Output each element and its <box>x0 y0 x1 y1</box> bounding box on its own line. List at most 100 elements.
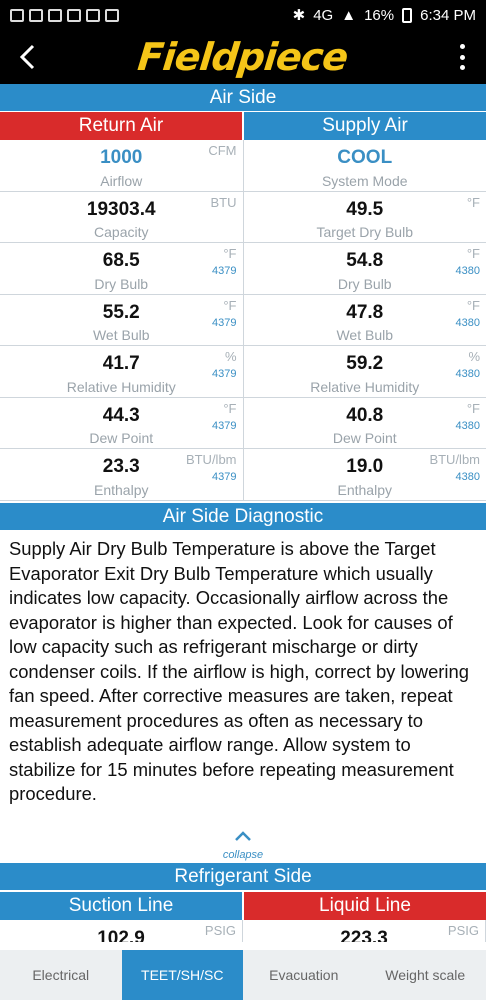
refrigerant-row: 102.9 PSIG 223.3 PSIG <box>0 920 486 942</box>
tab-teet-sh-sc[interactable]: TEET/SH/SC <box>121 950 243 1000</box>
table-row: 55.2 °F 4379 Wet Bulb 47.8 °F 4380 Wet B… <box>0 294 486 346</box>
target-dry-bulb-cell: 49.5 °F Target Dry Bulb <box>244 192 486 243</box>
table-row: 23.3 BTU/lbm 4379 Enthalpy 19.0 BTU/lbm … <box>0 449 486 501</box>
liquid-line-header: Liquid Line <box>244 892 486 920</box>
return-wet-bulb-probe: 4379 <box>212 316 237 329</box>
mail-icon <box>105 8 119 22</box>
tab-weight-scale[interactable]: Weight scale <box>385 967 466 983</box>
suction-pressure-unit: PSIG <box>204 923 236 938</box>
supply-dew-point-label: Dew Point <box>332 430 397 446</box>
return-wet-bulb-label: Wet Bulb <box>92 327 150 343</box>
supply-humidity-probe: 4380 <box>455 368 480 380</box>
target-dry-bulb-value: 49.5 <box>346 198 384 220</box>
diagnostic-text: Supply Air Dry Bulb Temperature is above… <box>9 538 469 804</box>
capacity-value: 19303.4 <box>86 198 156 220</box>
supply-wet-bulb-probe: 4380 <box>455 316 480 329</box>
collapse-button[interactable]: collapse <box>0 830 486 863</box>
notification-icon <box>29 8 43 22</box>
return-wet-bulb-value: 55.2 <box>102 301 140 323</box>
supply-dew-point-unit: °F <box>466 400 480 416</box>
return-enthalpy-value: 23.3 <box>102 456 140 477</box>
notification-icons <box>10 8 119 22</box>
supply-dry-bulb-cell: 54.8 °F 4380 Dry Bulb <box>244 243 486 294</box>
table-row: 68.5 °F 4379 Dry Bulb 54.8 °F 4380 Dry B… <box>0 243 486 295</box>
return-dry-bulb-unit: °F <box>223 246 237 261</box>
message-icon <box>10 8 24 22</box>
air-side-header: Air Side <box>0 84 486 111</box>
refrigerant-side-header: Refrigerant Side <box>0 863 486 890</box>
table-row: 1000 CFM Airflow COOL System Mode <box>0 140 486 192</box>
supply-enthalpy-cell: 19.0 BTU/lbm 4380 Enthalpy <box>244 449 486 500</box>
airflow-unit: CFM <box>208 143 237 158</box>
supply-dry-bulb-label: Dry Bulb <box>337 275 392 292</box>
airflow-cell[interactable]: 1000 CFM Airflow <box>0 140 244 191</box>
air-side-column-headers: Return Air Supply Air <box>0 112 486 140</box>
supply-dew-point-cell: 40.8 °F 4380 Dew Point <box>244 398 486 449</box>
return-humidity-unit: % <box>224 349 237 364</box>
return-enthalpy-unit: BTU/lbm <box>185 452 237 467</box>
capacity-label: Capacity <box>94 224 149 240</box>
network-label: 4G <box>313 6 334 24</box>
bluetooth-icon: ✱ <box>292 7 306 24</box>
liquid-pressure-unit: PSIG <box>447 923 479 938</box>
supply-wet-bulb-label: Wet Bulb <box>336 327 394 343</box>
return-humidity-probe: 4379 <box>212 368 237 380</box>
refrigerant-column-headers: Suction Line Liquid Line <box>0 892 486 920</box>
return-wet-bulb-cell: 55.2 °F 4379 Wet Bulb <box>0 294 244 345</box>
supply-enthalpy-unit: BTU/lbm <box>429 452 480 467</box>
supply-humidity-label: Relative Humidity <box>310 378 420 395</box>
supply-air-header: Supply Air <box>244 112 486 140</box>
capacity-unit: BTU <box>210 194 237 210</box>
liquid-pressure-cell: 223.3 PSIG <box>243 920 486 942</box>
battery-icon <box>402 7 413 23</box>
supply-humidity-cell: 59.2 % 4380 Relative Humidity <box>244 346 486 397</box>
app-icon <box>86 8 100 22</box>
return-humidity-cell: 41.7 % 4379 Relative Humidity <box>0 346 244 397</box>
system-mode-label: System Mode <box>321 172 408 189</box>
chevron-up-icon <box>0 830 486 845</box>
supply-wet-bulb-value: 47.8 <box>346 301 384 323</box>
table-row: 41.7 % 4379 Relative Humidity 59.2 % 438… <box>0 346 486 398</box>
supply-humidity-unit: % <box>468 349 480 364</box>
suction-pressure-value: 102.9 <box>97 928 145 942</box>
tab-electrical[interactable]: Electrical <box>32 967 90 983</box>
supply-wet-bulb-cell: 47.8 °F 4380 Wet Bulb <box>244 295 486 346</box>
more-vertical-icon[interactable] <box>452 42 472 72</box>
status-bar: ✱ 4G ▲ 16% 6:34 PM <box>0 0 486 30</box>
suction-pressure-cell: 102.9 PSIG <box>0 920 243 942</box>
air-side-grid: 1000 CFM Airflow COOL System Mode 19303.… <box>0 140 486 501</box>
return-dew-point-unit: °F <box>223 400 237 416</box>
return-enthalpy-probe: 4379 <box>212 471 237 483</box>
target-dry-bulb-label: Target Dry Bulb <box>316 224 413 240</box>
supply-enthalpy-label: Enthalpy <box>337 481 392 498</box>
supply-wet-bulb-unit: °F <box>466 297 480 313</box>
supply-humidity-value: 59.2 <box>346 353 384 374</box>
table-row: 44.3 °F 4379 Dew Point 40.8 °F 4380 Dew … <box>0 397 486 449</box>
return-wet-bulb-unit: °F <box>223 297 237 313</box>
app-logo: Fieldpiece <box>136 35 350 79</box>
supply-dew-point-value: 40.8 <box>346 404 384 426</box>
chevron-left-icon[interactable] <box>10 38 44 76</box>
system-mode-cell[interactable]: COOL System Mode <box>244 140 486 191</box>
return-dry-bulb-value: 68.5 <box>102 250 140 271</box>
supply-dry-bulb-unit: °F <box>466 246 480 261</box>
return-dry-bulb-probe: 4379 <box>212 265 237 277</box>
target-dry-bulb-unit: °F <box>466 194 480 210</box>
supply-enthalpy-value: 19.0 <box>346 456 384 477</box>
signal-icon: ▲ <box>341 6 357 24</box>
return-dew-point-label: Dew Point <box>89 430 154 446</box>
diagnostic-header: Air Side Diagnostic <box>0 503 486 530</box>
facebook-icon <box>67 8 81 22</box>
app-bar: Fieldpiece <box>0 30 486 84</box>
voicemail-icon <box>48 8 62 22</box>
return-dew-point-cell: 44.3 °F 4379 Dew Point <box>0 397 244 448</box>
return-enthalpy-label: Enthalpy <box>94 481 149 498</box>
return-dry-bulb-label: Dry Bulb <box>94 275 149 292</box>
supply-dry-bulb-probe: 4380 <box>455 265 480 277</box>
return-humidity-value: 41.7 <box>102 353 140 374</box>
system-mode-value: COOL <box>337 147 393 168</box>
airflow-value: 1000 <box>100 147 143 168</box>
return-dew-point-probe: 4379 <box>212 419 237 432</box>
liquid-pressure-value: 223.3 <box>340 928 388 942</box>
tab-evacuation[interactable]: Evacuation <box>269 967 339 983</box>
